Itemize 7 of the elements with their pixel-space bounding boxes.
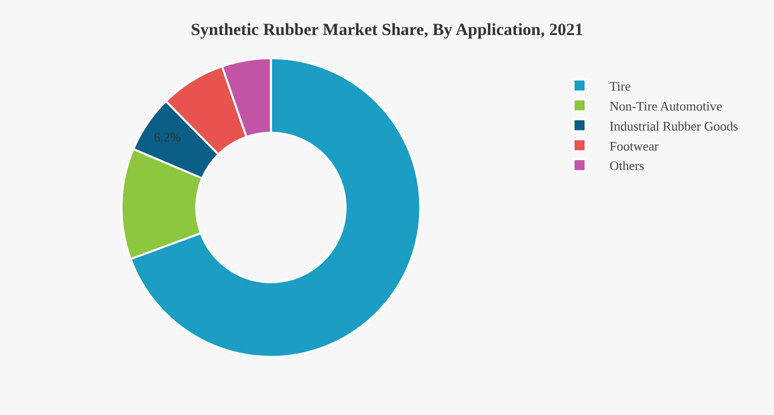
legend-label: Non-Tire Automotive [610,98,722,114]
legend-label: Industrial Rubber Goods [610,118,738,134]
data-label: 6.2% [154,130,181,145]
legend-label: Tire [610,78,631,94]
legend-label: Footwear [610,138,660,154]
chart-title: Synthetic Rubber Market Share, By Application, 2021 [190,20,584,39]
legend-label: Others [610,158,644,174]
